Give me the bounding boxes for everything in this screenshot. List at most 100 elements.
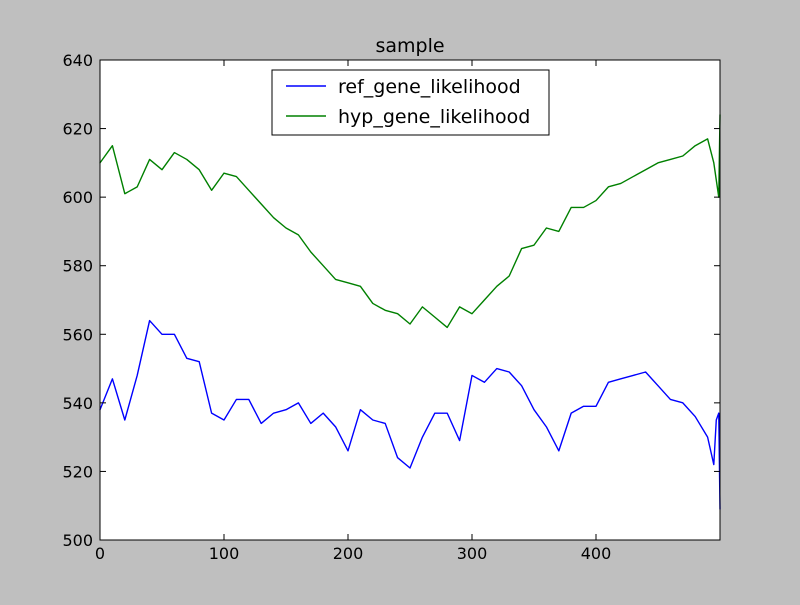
series-point (546, 227, 548, 229)
series-point (298, 234, 300, 236)
series-point (124, 419, 126, 421)
series-point (248, 399, 250, 401)
series-point (508, 371, 510, 373)
series-point (198, 169, 200, 171)
plot-area (100, 60, 720, 540)
series-point (595, 200, 597, 202)
y-tick-label: 600 (62, 188, 93, 207)
series-point (521, 248, 523, 250)
series-point (670, 159, 672, 161)
chart-title: sample (375, 35, 444, 57)
series-point (260, 423, 262, 425)
series-point (608, 381, 610, 383)
series-point (471, 313, 473, 315)
series-point (112, 378, 114, 380)
series-line-1 (99, 114, 721, 329)
series-point (149, 320, 151, 322)
series-point (161, 169, 163, 171)
series-point (223, 172, 225, 174)
series-point (496, 368, 498, 370)
series-point (570, 207, 572, 209)
x-tick-label: 400 (581, 544, 612, 563)
series-point (161, 333, 163, 335)
series-point (583, 405, 585, 407)
series-point (124, 193, 126, 195)
series-point (434, 316, 436, 318)
series-point (521, 385, 523, 387)
series-point (496, 285, 498, 287)
series-point (186, 159, 188, 161)
series-point (174, 152, 176, 154)
series-point (657, 162, 659, 164)
series-point (484, 299, 486, 301)
series-point (707, 436, 709, 438)
x-tick-label: 100 (209, 544, 240, 563)
series-point (335, 279, 337, 281)
series-point (632, 176, 634, 178)
x-tick-label: 200 (333, 544, 364, 563)
series-point (694, 416, 696, 418)
series-point (446, 412, 448, 414)
series-point (484, 381, 486, 383)
series-point (347, 450, 349, 452)
series-point (682, 155, 684, 157)
x-tick-label: 300 (457, 544, 488, 563)
series-point (471, 375, 473, 377)
series-point (434, 412, 436, 414)
series-point (298, 402, 300, 404)
y-tick-label: 500 (62, 531, 93, 550)
series-point (112, 145, 114, 147)
series-point (718, 412, 720, 414)
series-point (372, 303, 374, 305)
series-point (223, 419, 225, 421)
series-point (620, 183, 622, 185)
series-point (384, 423, 386, 425)
series-point (310, 251, 312, 253)
x-tick-label: 0 (95, 544, 105, 563)
series-point (713, 464, 715, 466)
legend-box (271, 69, 550, 136)
series-point (397, 457, 399, 459)
y-tick-label: 580 (62, 257, 93, 276)
series-point (508, 275, 510, 277)
series-point (322, 265, 324, 267)
series-point (422, 436, 424, 438)
series-point (583, 207, 585, 209)
series-point (273, 217, 275, 219)
series-point (285, 409, 287, 411)
series-point (707, 138, 709, 140)
series-point (533, 409, 535, 411)
legend-label-0: ref_gene_likelihood (338, 76, 521, 98)
series-point (236, 176, 238, 178)
series-point (335, 426, 337, 428)
y-tick-label: 640 (62, 51, 93, 70)
series-point (632, 375, 634, 377)
series-point (186, 357, 188, 359)
series-point (558, 231, 560, 233)
series-point (533, 244, 535, 246)
series-point (657, 385, 659, 387)
series-point (384, 309, 386, 311)
series-point (620, 378, 622, 380)
series-point (211, 189, 213, 191)
series-point (422, 306, 424, 308)
y-tick-label: 620 (62, 120, 93, 139)
series-point (546, 426, 548, 428)
series-point (149, 159, 151, 161)
series-point (713, 162, 715, 164)
series-point (136, 375, 138, 377)
series-point (347, 282, 349, 284)
series-point (459, 440, 461, 442)
series-point (608, 186, 610, 188)
series-point (670, 399, 672, 401)
series-point (645, 371, 647, 373)
series-point (446, 327, 448, 329)
series-point (310, 423, 312, 425)
series-point (360, 285, 362, 287)
series-point (285, 227, 287, 229)
series-point (682, 402, 684, 404)
series-point (322, 412, 324, 414)
series-point (360, 409, 362, 411)
